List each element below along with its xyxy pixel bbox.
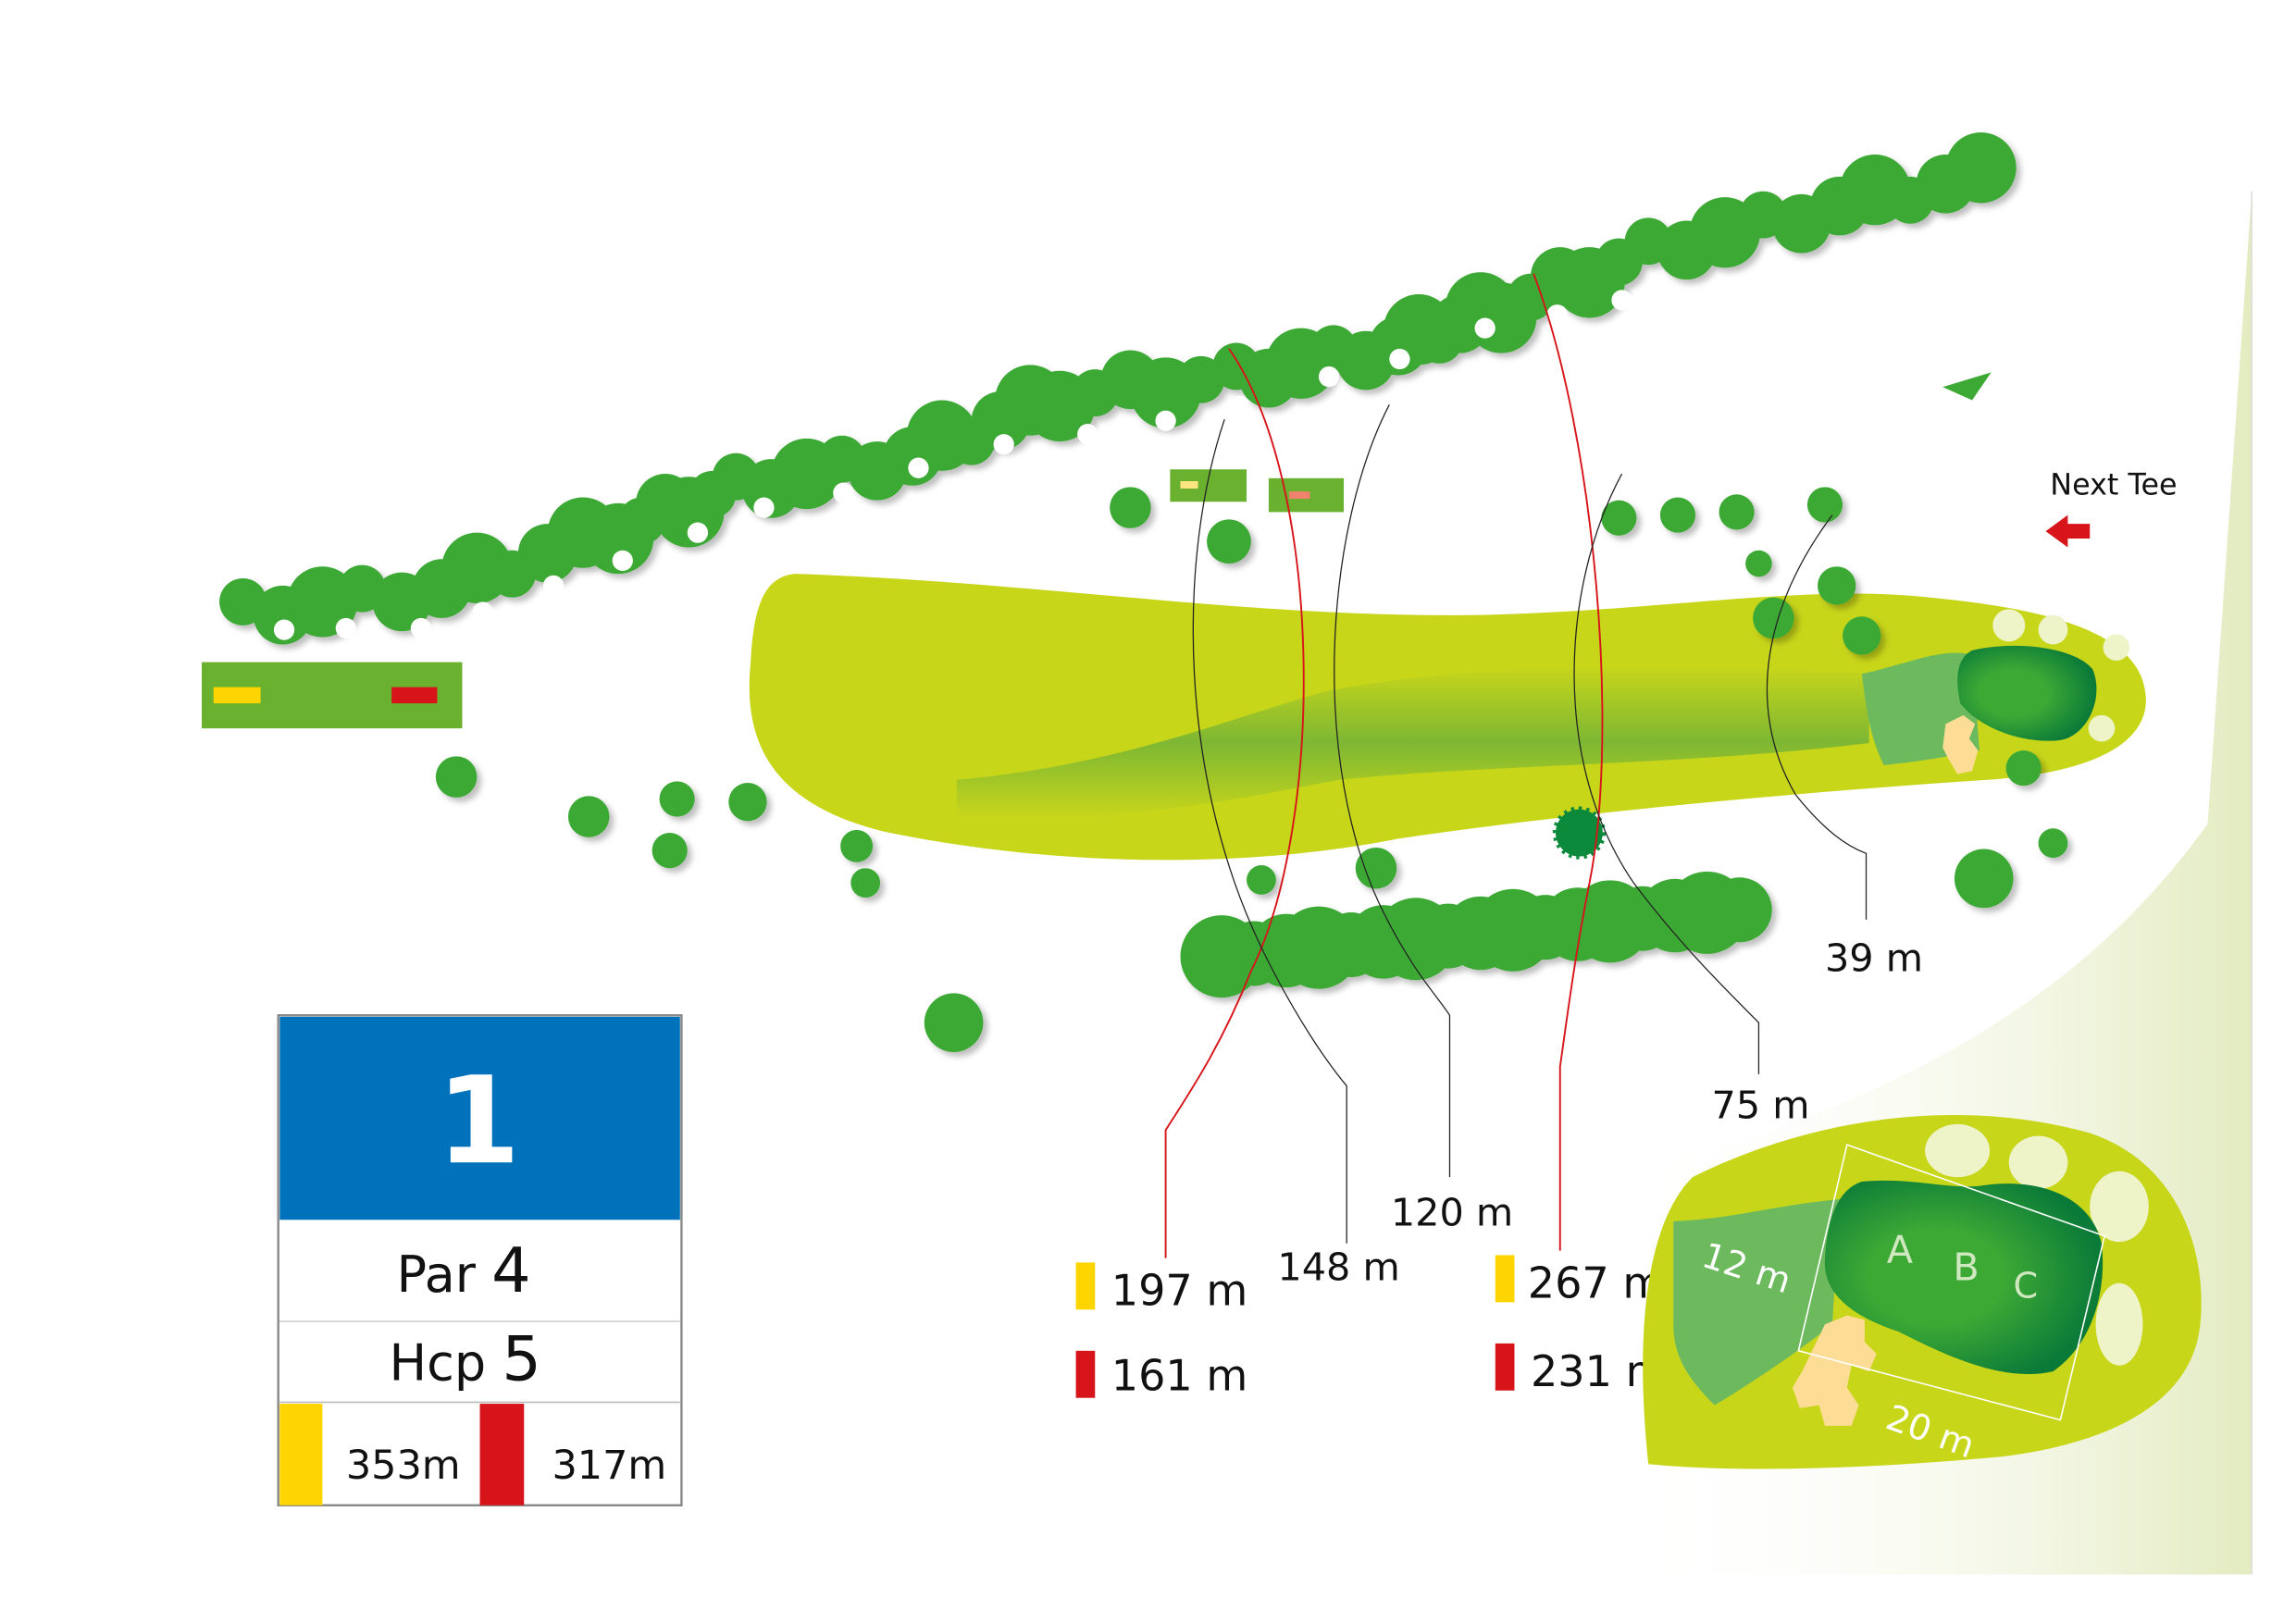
arc-75 <box>1573 473 1760 1074</box>
next-tee-arrow-icon <box>2045 514 2091 548</box>
distance-labels: 197 m 161 m 148 m 120 m 267 m 231 m 75 m… <box>1075 936 1923 1401</box>
green-dimension-box <box>1797 1144 2106 1421</box>
hcp-row: Hcp 5 <box>389 1323 540 1395</box>
pin-position-a: A <box>1887 1227 1913 1271</box>
yellow-tee-marker <box>213 687 261 704</box>
distance-marker <box>1318 365 1340 388</box>
red-tee-length: 317m <box>552 1443 666 1489</box>
yellow-tee-swatch <box>1495 1255 1515 1303</box>
red-tee-swatch <box>1075 1350 1096 1398</box>
par-label: Par <box>396 1245 476 1304</box>
pin-position-b: B <box>1953 1245 1979 1289</box>
distance-marker <box>410 617 432 639</box>
par-value: 4 <box>491 1234 530 1307</box>
distance-marker <box>1389 348 1410 370</box>
red-tee-swatch <box>1495 1343 1515 1391</box>
tree <box>1207 519 1251 564</box>
tree <box>435 756 478 798</box>
distance-marker <box>542 575 565 597</box>
arc-148 <box>1192 419 1347 1244</box>
forward-tees <box>1170 469 1344 513</box>
tree <box>567 796 610 837</box>
distance-marker <box>1155 410 1176 431</box>
next-tee-label: Next Tee <box>2050 467 2177 502</box>
distance-red-161: 161 m <box>1111 1351 1248 1401</box>
tree <box>2038 828 2068 859</box>
distance-marker <box>1228 395 1250 417</box>
fairway <box>749 574 2146 861</box>
tree <box>924 993 984 1052</box>
hole-info-card: 1 Par 4 Hcp 5 353m 317m <box>277 1014 683 1506</box>
distance-markers <box>273 290 1632 640</box>
distance-yellow-197: 197 m <box>1111 1266 1248 1316</box>
distance-marker <box>335 617 356 639</box>
arc-197-161 <box>1164 348 1305 1258</box>
pin-position-c: C <box>2014 1266 2039 1307</box>
distance-75: 75 m <box>1712 1084 1810 1128</box>
tree <box>1745 550 1772 577</box>
distance-marker <box>1474 317 1496 339</box>
green-detail-bunker <box>1793 1315 1877 1426</box>
distance-39: 39 m <box>1825 936 1923 981</box>
distance-marker <box>1077 423 1098 445</box>
hcp-label: Hcp <box>389 1334 486 1393</box>
tree <box>1818 566 1856 605</box>
tree <box>840 829 874 862</box>
tree <box>652 833 688 869</box>
bunker-small <box>1942 714 1979 774</box>
green-detail-putting-surface <box>1824 1180 2104 1374</box>
tree <box>2005 750 2042 787</box>
tree <box>1177 355 1225 403</box>
distance-marker <box>687 522 709 543</box>
tree <box>659 781 695 817</box>
yellow-tee-swatch <box>279 1404 323 1505</box>
tree-line <box>219 132 2068 1052</box>
distance-arcs <box>1164 273 1868 1258</box>
tee-box <box>201 662 463 729</box>
tree <box>1355 847 1397 889</box>
tree <box>1706 877 1772 943</box>
green-small <box>1942 609 2130 774</box>
distance-marker <box>833 482 854 503</box>
distance-marker <box>1611 290 1632 311</box>
tree <box>1659 497 1696 533</box>
green-detail-approach <box>1673 1199 1840 1406</box>
tree <box>1247 865 1276 895</box>
yellow-tee-swatch <box>1075 1262 1096 1310</box>
red-tee-swatch <box>479 1404 525 1505</box>
tree <box>1843 616 1881 655</box>
hcp-value: 5 <box>502 1323 540 1395</box>
hole-number: 1 <box>437 1050 521 1191</box>
distance-120: 120 m <box>1391 1191 1513 1235</box>
arc-267-231 <box>1533 273 1604 1251</box>
distance-148: 148 m <box>1277 1245 1399 1289</box>
tree <box>1954 849 2014 909</box>
distance-yellow-267: 267 m <box>1528 1258 1665 1308</box>
distance-marker <box>273 619 295 640</box>
tree <box>1753 597 1794 639</box>
red-tee-marker <box>391 687 438 704</box>
flag-icon <box>1942 372 1992 401</box>
tree <box>1806 487 1843 523</box>
tree <box>728 782 767 822</box>
par-row: Par 4 <box>396 1234 530 1307</box>
tree <box>1110 487 1151 528</box>
distance-marker <box>612 550 633 572</box>
tree <box>850 868 881 898</box>
distance-marker <box>1546 304 1568 326</box>
distance-marker <box>472 601 493 623</box>
arc-39 <box>1766 514 1868 920</box>
distance-marker <box>753 497 775 518</box>
tree <box>1719 494 1755 530</box>
arc-120 <box>1334 404 1451 1178</box>
green-detail: 12 m 20 m A B C <box>1643 1115 2202 1469</box>
hole-number-header <box>279 1016 680 1220</box>
tree <box>1945 132 2017 204</box>
distance-marker <box>908 457 929 478</box>
tree <box>1601 500 1637 536</box>
yellow-tee-length: 353m <box>346 1443 461 1489</box>
distance-marker <box>993 434 1014 455</box>
pine-tree <box>1552 806 1607 860</box>
